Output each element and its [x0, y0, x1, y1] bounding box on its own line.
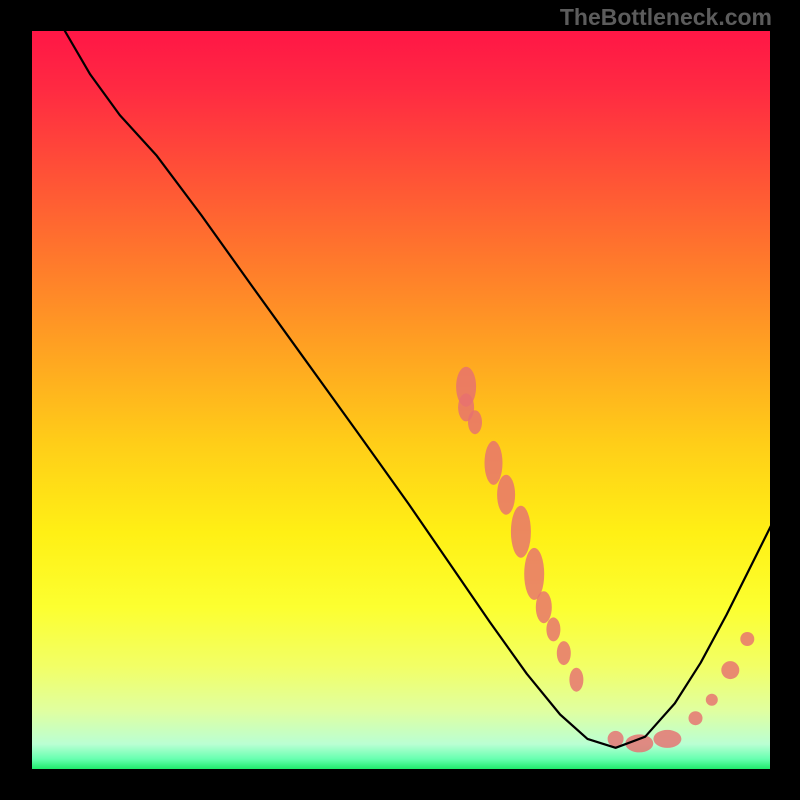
- curve-marker: [485, 441, 503, 485]
- curve-marker: [608, 731, 624, 747]
- watermark-text: TheBottleneck.com: [560, 4, 772, 31]
- curve-marker: [546, 617, 560, 641]
- curve-marker: [468, 410, 482, 434]
- curve-marker: [511, 506, 531, 558]
- curve-marker: [740, 632, 754, 646]
- curve-marker: [689, 711, 703, 725]
- curve-marker: [721, 661, 739, 679]
- curve-marker: [653, 730, 681, 748]
- curve-marker: [536, 591, 552, 623]
- curve-marker: [569, 668, 583, 692]
- bottleneck-chart: [0, 0, 800, 800]
- curve-marker: [706, 694, 718, 706]
- curve-marker: [557, 641, 571, 665]
- chart-stage: TheBottleneck.com: [0, 0, 800, 800]
- curve-marker: [497, 475, 515, 515]
